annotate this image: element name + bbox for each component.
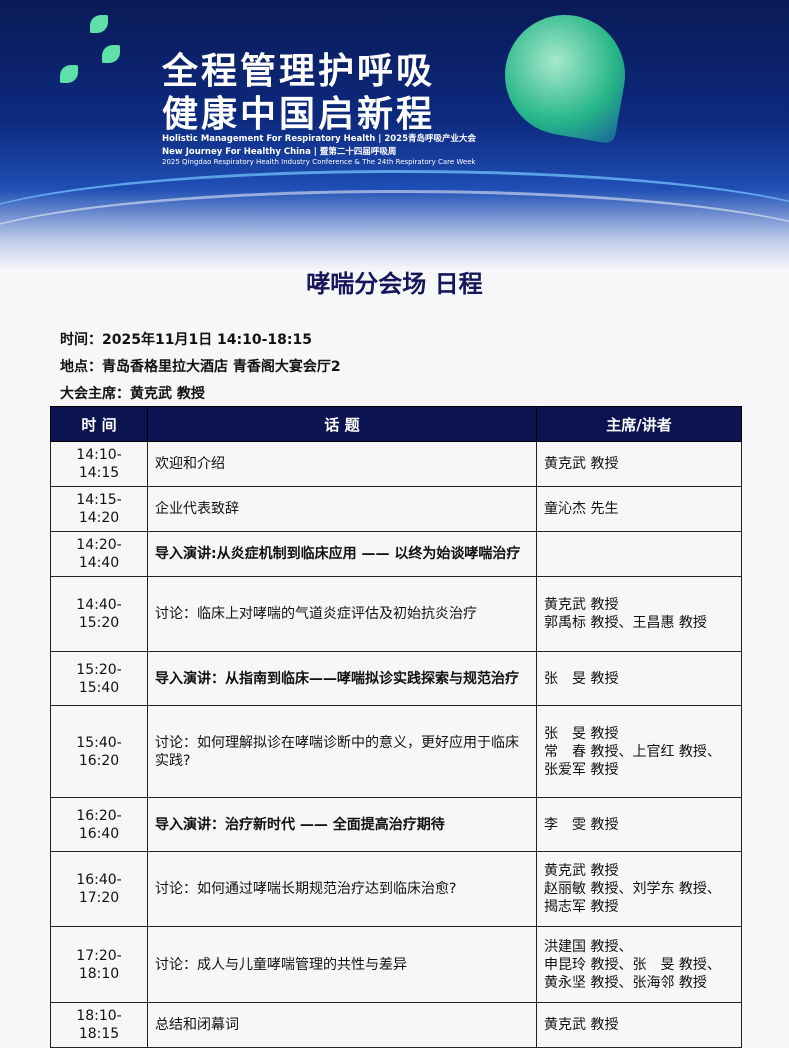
table-row: 17:20-18:10 讨论：成人与儿童哮喘管理的共性与差异 洪建国 教授、 申昆玲 … xyxy=(50,926,742,1003)
banner-subtitle: Holistic Management For Respiratory Heal… xyxy=(162,134,477,144)
speaker-line: 郭禹标 教授、王昌惠 教授 xyxy=(544,615,707,631)
table-row: 16:40-17:20 讨论：如何通过哮喘长期规范治疗达到临床治愈? 黄克武 教授赵… xyxy=(50,851,742,927)
speaker-line: 赵丽敏 教授、刘学东 教授、 xyxy=(544,881,721,897)
banner-title-line2: 健康中国启新程 xyxy=(162,94,436,135)
topic-cell: 导入演讲：治疗新时代 —— 全面提高治疗期待 xyxy=(147,797,537,852)
time-cell: 16:20-16:40 xyxy=(50,797,148,852)
banner-subtitle: 2025 Qingdao Respiratory Health Industry… xyxy=(162,158,476,166)
event-time: 时间：2025年11月1日 14:10-18:15 xyxy=(60,332,312,348)
table-row: 16:20-16:40 导入演讲：治疗新时代 —— 全面提高治疗期待李 雯 教授 xyxy=(50,797,742,852)
small-leaf-icon xyxy=(60,65,78,83)
speaker-line: 常 春 教授、上官红 教授、 xyxy=(544,743,721,760)
topic-cell: 企业代表致辞 xyxy=(147,486,537,532)
table-row: 15:40-16:20 讨论：如何理解拟诊在哮喘诊断中的意义，更好应用于临床实践?… xyxy=(50,705,742,798)
small-leaf-icon xyxy=(90,15,108,33)
speaker-line: 李 雯 教授 xyxy=(544,816,619,833)
ginkgo-leaf-logo xyxy=(495,5,635,145)
topic-cell: 导入演讲:从炎症机制到临床应用 —— 以终为始谈哮喘治疗 xyxy=(147,531,537,577)
event-chair: 大会主席：黄克武 教授 xyxy=(60,386,205,402)
page-title: 哮喘分会场 日程 xyxy=(306,270,483,298)
speakers-cell: 黄克武 教授 xyxy=(536,441,742,487)
table-row: 18:10-18:15 总结和闭幕词 黄克武 教授 xyxy=(50,1002,742,1048)
banner-subtitle: New Journey For Healthy China | 暨第二十四届呼吸… xyxy=(162,147,397,157)
schedule-table: 时 间 话 题 主席/讲者 14:10-14:15 欢迎和介绍 黄克武 教授 14:1… xyxy=(50,406,742,1048)
speaker-line: 申昆玲 教授、张 旻 教授、 xyxy=(544,956,721,973)
time-cell: 17:20-18:10 xyxy=(50,926,148,1003)
time-cell: 14:20-14:40 xyxy=(50,531,148,577)
speakers-cell: 黄克武 教授 xyxy=(536,1002,742,1048)
speaker-line: 黄克武 教授 xyxy=(544,863,619,879)
speakers-cell: 童沁杰 先生 xyxy=(536,486,742,532)
speaker-line: 张 旻 教授 xyxy=(544,725,619,742)
topic-cell: 欢迎和介绍 xyxy=(147,441,537,487)
speaker-line: 黄永坚 教授、张海邻 教授 xyxy=(544,974,707,991)
table-row: 14:40-15:20 讨论：临床上对哮喘的气道炎症评估及初始抗炎治疗 黄克武 教授… xyxy=(50,576,742,652)
speakers-cell: 洪建国 教授、 申昆玲 教授、张 旻 教授、 黄永坚 教授、张海邻 教授 xyxy=(536,926,742,1003)
speaker-line: 张 旻 教授 xyxy=(544,670,619,687)
small-leaf-icon xyxy=(102,45,120,63)
time-cell: 14:10-14:15 xyxy=(50,441,148,487)
banner-title-line1: 全程管理护呼吸 xyxy=(162,51,436,92)
time-cell: 15:40-16:20 xyxy=(50,705,148,798)
speakers-cell: 黄克武 教授赵丽敏 教授、刘学东 教授、 揭志军 教授 xyxy=(536,851,742,927)
time-cell: 18:10-18:15 xyxy=(50,1002,148,1048)
time-cell: 14:15-14:20 xyxy=(50,486,148,532)
table-row: 14:20-14:40 导入演讲:从炎症机制到临床应用 —— 以终为始谈哮喘治疗 xyxy=(50,531,742,577)
table-row: 14:15-14:20 企业代表致辞 童沁杰 先生 xyxy=(50,486,742,532)
table-row: 15:20-15:40 导入演讲：从指南到临床——哮喘拟诊实践探索与规范治疗张 旻… xyxy=(50,651,742,706)
speaker-line: 揭志军 教授 xyxy=(544,899,619,915)
speaker-line: 张爱军 教授 xyxy=(544,761,619,778)
speakers-cell xyxy=(536,531,742,577)
topic-cell: 讨论：如何理解拟诊在哮喘诊断中的意义，更好应用于临床实践? xyxy=(147,705,537,798)
time-cell: 16:40-17:20 xyxy=(50,851,148,927)
decorative-wave xyxy=(0,170,789,270)
topic-cell: 导入演讲：从指南到临床——哮喘拟诊实践探索与规范治疗 xyxy=(147,651,537,706)
speakers-cell: 张 旻 教授常 春 教授、上官红 教授、 张爱军 教授 xyxy=(536,705,742,798)
speaker-line: 洪建国 教授、 xyxy=(544,938,633,955)
topic-cell: 讨论：临床上对哮喘的气道炎症评估及初始抗炎治疗 xyxy=(147,576,537,652)
topic-cell: 讨论：如何通过哮喘长期规范治疗达到临床治愈? xyxy=(147,851,537,927)
speakers-cell: 李 雯 教授 xyxy=(536,797,742,852)
table-row: 14:10-14:15 欢迎和介绍 黄克武 教授 xyxy=(50,441,742,487)
topic-cell: 总结和闭幕词 xyxy=(147,1002,537,1048)
header-speakers: 主席/讲者 xyxy=(536,406,742,442)
time-cell: 14:40-15:20 xyxy=(50,576,148,652)
header-time: 时 间 xyxy=(50,406,148,442)
speakers-cell: 张 旻 教授 xyxy=(536,651,742,706)
speaker-line: 童沁杰 先生 xyxy=(544,501,619,517)
speaker-line: 黄克武 教授 xyxy=(544,456,619,472)
topic-cell: 讨论：成人与儿童哮喘管理的共性与差异 xyxy=(147,926,537,1003)
decorative-wave xyxy=(0,190,789,270)
header-topic: 话 题 xyxy=(147,406,537,442)
header-banner: 全程管理护呼吸 健康中国启新程 Holistic Management For … xyxy=(0,0,789,270)
speaker-line: 黄克武 教授 xyxy=(544,1017,619,1033)
event-venue: 地点：青岛香格里拉大酒店 青香阁大宴会厅2 xyxy=(60,359,341,375)
speakers-cell: 黄克武 教授郭禹标 教授、王昌惠 教授 xyxy=(536,576,742,652)
time-cell: 15:20-15:40 xyxy=(50,651,148,706)
speaker-line: 黄克武 教授 xyxy=(544,597,619,613)
